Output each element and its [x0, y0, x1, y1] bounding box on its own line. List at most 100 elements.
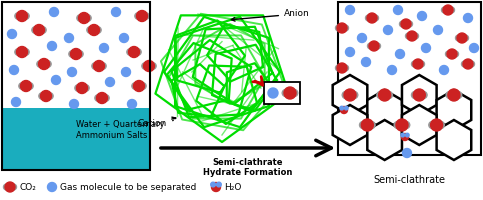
Circle shape	[15, 49, 21, 55]
Circle shape	[344, 106, 348, 110]
Polygon shape	[367, 90, 402, 130]
Circle shape	[401, 133, 405, 137]
Circle shape	[469, 44, 479, 52]
Circle shape	[394, 122, 401, 128]
Circle shape	[40, 27, 46, 33]
Circle shape	[396, 119, 408, 131]
Circle shape	[412, 61, 417, 67]
Text: Anion: Anion	[231, 9, 310, 21]
Circle shape	[419, 61, 425, 67]
Circle shape	[343, 25, 349, 31]
Circle shape	[39, 93, 45, 99]
Polygon shape	[437, 90, 471, 130]
Circle shape	[49, 7, 58, 17]
Circle shape	[336, 25, 341, 31]
Circle shape	[69, 51, 75, 57]
Circle shape	[127, 49, 133, 55]
Circle shape	[359, 122, 367, 128]
Circle shape	[16, 10, 28, 21]
Circle shape	[128, 46, 140, 58]
Circle shape	[79, 12, 89, 23]
Circle shape	[39, 58, 49, 70]
Polygon shape	[402, 105, 437, 145]
Circle shape	[337, 63, 347, 73]
Circle shape	[431, 119, 442, 131]
Polygon shape	[367, 120, 402, 160]
Circle shape	[445, 51, 451, 57]
Text: Water + Quarternary
Ammonium Salts: Water + Quarternary Ammonium Salts	[76, 120, 165, 140]
Bar	[2, 2, 150, 170]
Circle shape	[461, 61, 467, 67]
Circle shape	[77, 51, 83, 57]
Circle shape	[71, 48, 82, 60]
Circle shape	[464, 14, 472, 22]
Circle shape	[85, 15, 91, 21]
Circle shape	[448, 89, 460, 101]
Circle shape	[5, 182, 15, 192]
Circle shape	[384, 25, 393, 34]
Circle shape	[342, 92, 349, 98]
Bar	[264, 82, 300, 104]
Text: Cation: Cation	[137, 117, 176, 129]
Circle shape	[268, 88, 278, 98]
Circle shape	[469, 61, 474, 67]
Circle shape	[119, 33, 128, 43]
Circle shape	[122, 68, 130, 76]
Circle shape	[94, 60, 104, 72]
Polygon shape	[333, 75, 367, 115]
Circle shape	[95, 27, 101, 33]
Circle shape	[405, 133, 409, 137]
Circle shape	[361, 119, 373, 131]
Circle shape	[413, 59, 423, 69]
Circle shape	[76, 82, 87, 94]
Circle shape	[375, 43, 381, 49]
Circle shape	[407, 31, 417, 41]
Circle shape	[447, 49, 457, 59]
Circle shape	[385, 92, 393, 98]
Circle shape	[402, 148, 412, 158]
Circle shape	[407, 21, 412, 27]
Circle shape	[19, 83, 25, 89]
Circle shape	[284, 87, 296, 99]
Circle shape	[368, 122, 375, 128]
Circle shape	[10, 66, 18, 74]
Circle shape	[401, 19, 411, 29]
Circle shape	[368, 43, 373, 49]
Circle shape	[457, 33, 467, 43]
Circle shape	[112, 7, 120, 17]
Circle shape	[103, 95, 109, 101]
Circle shape	[396, 49, 404, 58]
Circle shape	[357, 33, 367, 43]
Circle shape	[23, 13, 29, 19]
Circle shape	[387, 66, 397, 74]
Text: Semi-clathrate
Hydrate Formation: Semi-clathrate Hydrate Formation	[203, 158, 293, 177]
Circle shape	[8, 29, 16, 38]
Circle shape	[15, 13, 21, 19]
Circle shape	[33, 24, 44, 36]
Circle shape	[77, 15, 83, 21]
Circle shape	[143, 60, 155, 72]
Circle shape	[434, 25, 442, 34]
Circle shape	[216, 182, 221, 187]
Polygon shape	[437, 120, 471, 160]
Circle shape	[105, 77, 114, 86]
Circle shape	[211, 182, 215, 187]
Circle shape	[137, 10, 147, 21]
Circle shape	[443, 5, 453, 15]
Circle shape	[453, 51, 458, 57]
Circle shape	[52, 75, 60, 84]
Circle shape	[92, 63, 98, 69]
Circle shape	[150, 63, 156, 69]
Circle shape	[449, 7, 455, 13]
Circle shape	[336, 65, 341, 71]
Circle shape	[135, 13, 141, 19]
Circle shape	[133, 80, 144, 92]
Polygon shape	[333, 105, 367, 145]
Circle shape	[455, 35, 461, 41]
Circle shape	[420, 92, 427, 98]
Circle shape	[394, 5, 402, 15]
Circle shape	[412, 33, 418, 39]
Circle shape	[68, 68, 76, 76]
Circle shape	[455, 92, 462, 98]
Circle shape	[343, 65, 349, 71]
